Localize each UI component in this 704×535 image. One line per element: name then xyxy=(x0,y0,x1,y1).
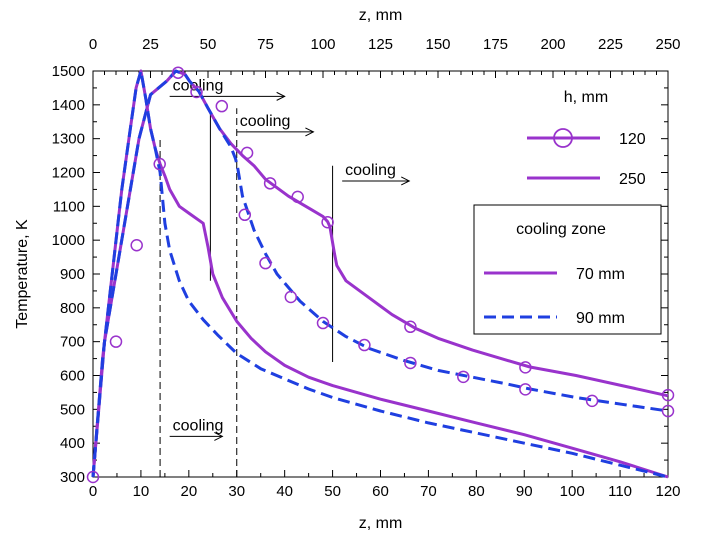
y-tick-label: 400 xyxy=(60,435,85,452)
y-tick-label: 1000 xyxy=(52,232,85,249)
x-tick-label-top: 150 xyxy=(425,36,450,53)
data-point-marker xyxy=(519,383,532,396)
data-point-marker xyxy=(215,99,229,113)
cooling-arrow-head xyxy=(401,176,411,186)
data-point-marker xyxy=(263,177,277,190)
y-axis-title: Temperature, K xyxy=(14,219,31,329)
x-tick-label-top: 0 xyxy=(89,36,97,53)
cooling-label: cooling xyxy=(240,113,291,130)
x-tick-label-bottom: 80 xyxy=(468,483,485,500)
cooling-arrow-head xyxy=(305,127,315,137)
x-tick-label-bottom: 50 xyxy=(324,483,341,500)
data-point-marker xyxy=(86,470,100,484)
data-point-marker xyxy=(190,85,203,99)
x-tick-label-top: 75 xyxy=(257,36,274,53)
x-tick-label-top: 175 xyxy=(483,36,508,53)
data-point-marker xyxy=(585,394,599,408)
series-line-bottom-dashed xyxy=(91,69,669,479)
data-point-marker xyxy=(661,388,675,402)
cooling-label: cooling xyxy=(173,77,224,94)
data-point-marker xyxy=(291,190,304,204)
data-point-marker xyxy=(238,208,252,222)
x-tick-label-top: 50 xyxy=(200,36,217,53)
x-tick-label-bottom: 90 xyxy=(516,483,533,500)
y-tick-label: 600 xyxy=(60,368,85,385)
legend-h-marker xyxy=(553,128,573,148)
x-tick-label-bottom: 110 xyxy=(608,483,632,500)
x-tick-label-bottom: 100 xyxy=(560,483,585,500)
legend-zone-title: cooling zone xyxy=(516,221,606,238)
y-tick-label: 900 xyxy=(60,266,85,283)
x-tick-label-top: 100 xyxy=(310,36,335,53)
cooling-label: cooling xyxy=(345,162,396,179)
legend-h-label: 250 xyxy=(619,171,646,188)
legend-zone-box xyxy=(473,204,662,335)
x-axis-title-bottom: z, mm xyxy=(359,515,403,532)
legend-zone-label: 90 mm xyxy=(576,310,625,327)
data-point-marker xyxy=(404,356,417,370)
data-point-marker xyxy=(457,370,470,384)
cooling-arrow-head xyxy=(214,431,224,441)
x-tick-label-top: 250 xyxy=(655,36,680,53)
data-point-marker xyxy=(404,320,417,334)
data-point-marker xyxy=(259,256,272,270)
y-tick-label: 1400 xyxy=(52,97,85,114)
data-point-marker xyxy=(358,338,371,352)
series-line-bottom-solid xyxy=(91,69,669,479)
data-point-marker xyxy=(661,404,675,418)
y-tick-label: 500 xyxy=(60,401,85,418)
cooling-label: cooling xyxy=(173,417,224,434)
x-tick-label-bottom: 20 xyxy=(180,483,197,500)
x-tick-label-bottom: 30 xyxy=(228,483,245,500)
y-tick-label: 800 xyxy=(60,300,85,317)
x-tick-label-top: 25 xyxy=(142,36,159,53)
data-point-marker xyxy=(284,290,298,304)
x-tick-label-bottom: 120 xyxy=(655,483,680,500)
x-axis-title-top: z, mm xyxy=(359,7,403,24)
data-point-marker xyxy=(321,215,334,229)
y-tick-label: 1500 xyxy=(52,63,85,80)
data-point-marker xyxy=(519,361,532,374)
y-tick-label: 700 xyxy=(60,334,85,351)
data-point-marker xyxy=(171,66,185,79)
data-point-marker xyxy=(316,316,330,330)
x-tick-label-bottom: 10 xyxy=(133,483,150,500)
x-tick-label-bottom: 70 xyxy=(420,483,437,500)
y-tick-label: 1300 xyxy=(52,131,85,148)
series-line-top-dashed xyxy=(91,69,669,478)
legend-zone-label: 70 mm xyxy=(576,266,625,283)
x-tick-label-bottom: 60 xyxy=(372,483,389,500)
x-tick-label-top: 200 xyxy=(540,36,565,53)
legend-h-title: h, mm xyxy=(564,89,608,106)
x-tick-label-top: 125 xyxy=(368,36,393,53)
x-tick-label-bottom: 40 xyxy=(276,483,293,500)
plot-area: 0 10 20 30 40 50 60 70 80 90 100 110 1200 25 50 75 100 12… xyxy=(14,7,681,532)
data-point-marker xyxy=(153,157,166,171)
y-tick-label: 1200 xyxy=(52,165,85,182)
cooling-arrow-head xyxy=(276,91,286,101)
y-tick-label: 1100 xyxy=(53,198,85,215)
y-tick-label: 300 xyxy=(60,469,85,486)
data-point-marker xyxy=(240,146,254,160)
data-point-marker xyxy=(109,335,123,348)
x-tick-label-bottom: 0 xyxy=(89,483,97,500)
data-point-marker xyxy=(130,238,143,252)
legend-h-label: 120 xyxy=(619,131,646,148)
x-tick-label-top: 225 xyxy=(598,36,623,53)
